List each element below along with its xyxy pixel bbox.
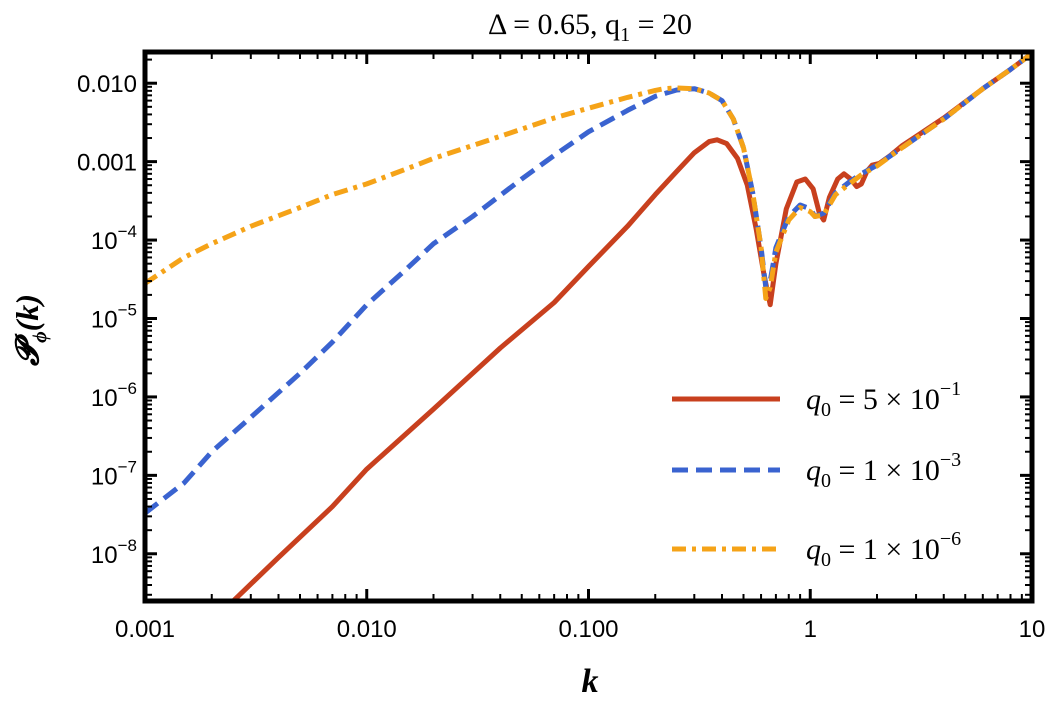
- plot-frame: [142, 49, 1035, 604]
- x-tick-label: 1: [804, 616, 817, 643]
- x-tick-label: 0.001: [115, 616, 175, 643]
- y-tick-label: 10−4: [91, 222, 137, 255]
- chart-title: Δ = 0.65, q1 = 20: [488, 8, 692, 46]
- x-tick-label: 10: [1019, 616, 1046, 643]
- legend: q0 = 5 × 10−1 q0 = 1 × 10−3 q0 = 1 × 10−6: [672, 378, 961, 571]
- legend-label-1: q0 = 5 × 10−1: [806, 378, 961, 421]
- y-tick-label: 10−7: [91, 457, 137, 490]
- legend-label-3: q0 = 1 × 10−6: [806, 528, 961, 571]
- chart-title-subscript: 1: [620, 24, 630, 46]
- series-layer: [145, 52, 1032, 601]
- y-axis-label-subscript: ϕ: [29, 331, 51, 343]
- series-line-1: [231, 52, 1032, 601]
- chart-title-main: Δ = 0.65, q: [488, 8, 620, 41]
- y-tick-label: 10−8: [91, 536, 137, 569]
- y-axis-label-tail: (k): [9, 294, 45, 331]
- series-line-3: [145, 52, 1032, 301]
- x-tick-label: 0.100: [558, 616, 618, 643]
- x-tick-label: 0.010: [337, 616, 397, 643]
- y-axis-label: 𝓟ϕ(k): [9, 294, 51, 366]
- series-line-2: [145, 52, 1032, 516]
- y-tick-label: 10−5: [91, 300, 137, 333]
- y-tick-label: 0.010: [77, 71, 137, 98]
- x-axis-label: k: [582, 663, 599, 700]
- chart-title-tail: = 20: [630, 8, 692, 41]
- y-tick-label: 10−6: [91, 379, 137, 412]
- y-tick-label: 0.001: [77, 150, 137, 177]
- legend-label-2: q0 = 1 × 10−3: [806, 449, 961, 492]
